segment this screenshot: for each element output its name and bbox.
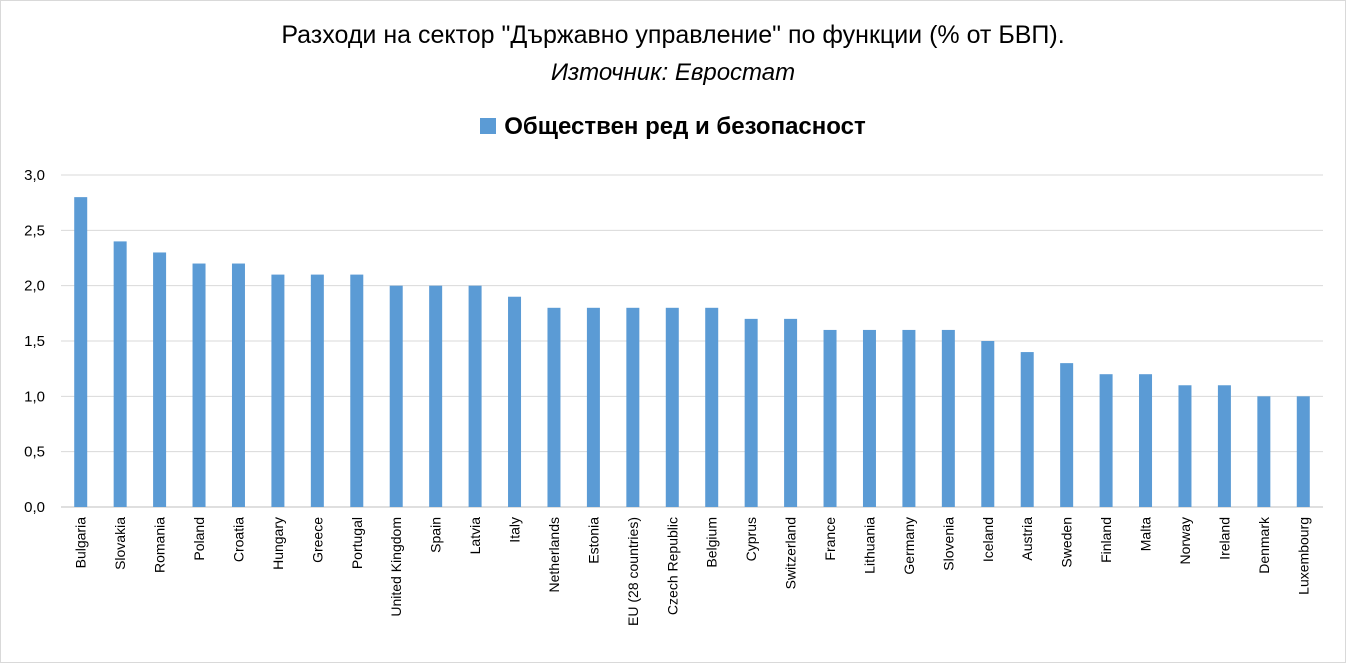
chart-subtitle: Източник: Евростат	[550, 59, 796, 86]
x-tick-label: Switzerland	[783, 517, 799, 589]
x-tick-label: France	[822, 517, 838, 561]
x-tick-label: Estonia	[585, 517, 601, 564]
x-tick-label: Cyprus	[743, 517, 759, 561]
bar	[665, 307, 679, 507]
x-tick-label: Iceland	[980, 517, 996, 562]
x-tick-label: Poland	[191, 517, 207, 561]
x-tick-label: Ireland	[1216, 517, 1232, 560]
x-tick-label: Spain	[428, 517, 444, 553]
x-tick-label: Portugal	[349, 517, 365, 569]
x-tick-label: Netherlands	[546, 517, 562, 593]
bar	[547, 307, 561, 507]
bar	[429, 285, 443, 507]
x-tick-label: Romania	[152, 517, 168, 573]
x-tick-label: Slovenia	[940, 517, 956, 571]
y-tick-label: 0,0	[24, 499, 45, 516]
x-tick-label: EU (28 countries)	[625, 517, 641, 626]
bar	[231, 263, 245, 507]
bar	[784, 318, 798, 507]
bar	[310, 274, 324, 507]
x-tick-label: Norway	[1177, 517, 1193, 564]
x-tick-label: Luxembourg	[1295, 517, 1311, 595]
x-tick-label: Malta	[1138, 517, 1154, 551]
bar	[705, 307, 719, 507]
x-tick-label: Croatia	[230, 517, 246, 562]
bar	[271, 274, 285, 507]
bar	[1178, 385, 1192, 507]
bar	[823, 329, 837, 507]
bar	[350, 274, 364, 507]
y-tick-label: 0,5	[24, 444, 45, 461]
bar	[1060, 363, 1074, 507]
legend-label: Обществен ред и безопасност	[504, 113, 866, 140]
y-tick-label: 1,0	[24, 388, 45, 405]
x-tick-label: Italy	[507, 517, 523, 543]
y-tick-label: 3,0	[24, 167, 45, 184]
x-tick-label: Finland	[1098, 517, 1114, 563]
legend: Обществен ред и безопасност	[1, 113, 1345, 141]
bar	[1099, 374, 1113, 507]
y-tick-label: 2,5	[24, 222, 45, 239]
bar	[192, 263, 206, 507]
x-tick-label: Latvia	[467, 517, 483, 555]
bar	[468, 285, 482, 507]
y-tick-label: 2,0	[24, 278, 45, 295]
x-tick-label: Belgium	[704, 517, 720, 568]
bar	[74, 197, 88, 507]
y-tick-label: 1,5	[24, 333, 45, 350]
legend-swatch	[480, 118, 497, 134]
x-tick-label: United Kingdom	[388, 517, 404, 617]
bar	[508, 296, 522, 507]
bar	[153, 252, 167, 507]
x-tick-label: Denmark	[1256, 516, 1272, 574]
x-tick-label: Czech Republic	[664, 517, 680, 615]
bar	[1257, 396, 1271, 507]
chart-title: Разходи на сектор "Държавно управление" …	[281, 21, 1065, 49]
bar	[1139, 374, 1153, 507]
x-tick-label: Germany	[901, 517, 917, 575]
bar	[744, 318, 758, 507]
x-tick-label: Slovakia	[112, 517, 128, 570]
bar	[862, 329, 876, 507]
x-tick-label: Austria	[1019, 517, 1035, 561]
bar	[941, 329, 955, 507]
bar	[981, 341, 995, 507]
x-tick-label: Sweden	[1059, 517, 1075, 568]
bar	[626, 307, 640, 507]
bar	[586, 307, 600, 507]
bar	[902, 329, 916, 507]
bar	[113, 241, 127, 507]
x-tick-label: Lithuania	[861, 517, 877, 574]
x-tick-label: Hungary	[270, 517, 286, 570]
bar	[1020, 352, 1034, 507]
bar	[1296, 396, 1310, 507]
x-tick-label: Bulgaria	[73, 517, 89, 569]
bar	[389, 285, 403, 507]
bar	[1217, 385, 1231, 507]
x-tick-label: Greece	[309, 517, 325, 563]
